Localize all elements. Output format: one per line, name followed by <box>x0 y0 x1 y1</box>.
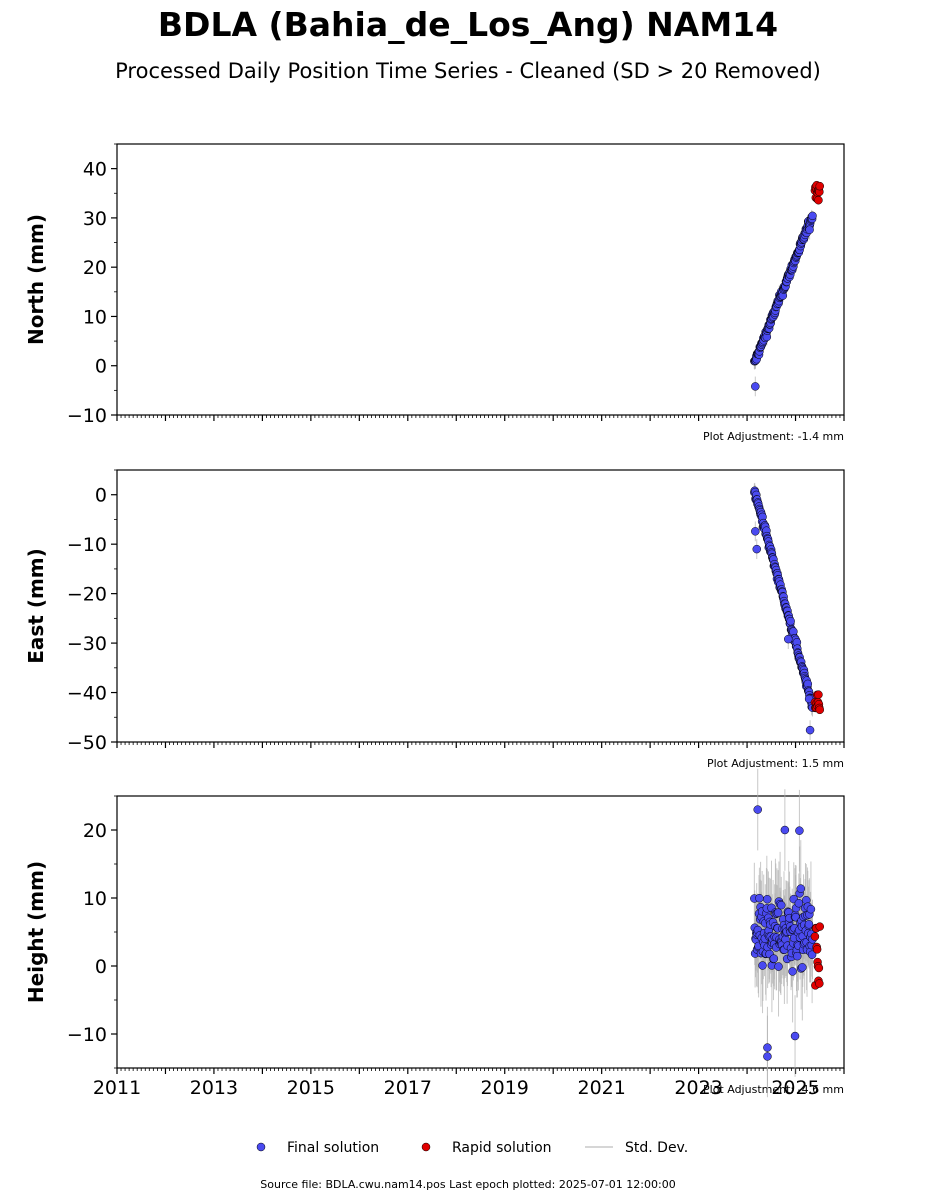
final-point <box>793 951 802 961</box>
y-tick-label: −40 <box>67 683 107 705</box>
legend-std-label: Std. Dev. <box>625 1140 688 1156</box>
x-tick-label: 2017 <box>384 1077 432 1099</box>
y-axis-label: East (mm) <box>24 548 48 664</box>
rapid-point <box>814 690 823 699</box>
y-tick-label: 0 <box>95 956 107 978</box>
final-point <box>763 1043 772 1052</box>
y-tick-label: −30 <box>67 633 107 655</box>
rapid-point <box>815 181 825 191</box>
final-point <box>751 527 760 536</box>
y-tick-label: 30 <box>83 208 107 230</box>
plot-frame <box>116 469 845 743</box>
legend-final-marker <box>256 1142 266 1152</box>
final-point <box>755 893 764 903</box>
final-point <box>794 898 804 908</box>
final-point <box>780 825 790 835</box>
final-point <box>790 1031 800 1041</box>
final-point <box>762 894 772 904</box>
rapid-point <box>810 932 820 941</box>
final-point <box>769 954 779 963</box>
rapid-point <box>814 963 824 973</box>
plot-adjustment: Plot Adjustment: -4.6 mm <box>703 1083 844 1096</box>
final-point <box>763 1052 772 1061</box>
rapid-point <box>812 945 822 954</box>
y-tick-label: −10 <box>67 405 107 427</box>
y-tick-label: 20 <box>83 257 107 279</box>
legend: Final solution Rapid solution Std. Dev. <box>256 1140 688 1156</box>
final-point <box>807 950 817 959</box>
plot-adjustment: Plot Adjustment: 1.5 mm <box>707 757 844 770</box>
final-point <box>808 211 817 221</box>
y-tick-label: 20 <box>83 820 107 842</box>
final-point <box>784 634 793 644</box>
final-solution-points <box>750 486 817 735</box>
rapid-point <box>814 195 823 205</box>
rapid-solution-points <box>810 690 825 715</box>
plot-frame <box>116 143 845 416</box>
legend-rapid-label: Rapid solution <box>452 1140 552 1156</box>
final-solution-points <box>750 805 817 1061</box>
final-point <box>752 544 762 554</box>
figure-title: BDLA (Bahia_de_Los_Ang) NAM14 <box>158 5 778 44</box>
rapid-point <box>815 705 825 715</box>
plot-frame <box>116 795 845 1069</box>
final-point <box>795 826 804 835</box>
x-tick-label: 2025 <box>771 1077 819 1099</box>
x-tick-label: 2023 <box>674 1077 722 1099</box>
x-tick-label: 2019 <box>481 1077 529 1099</box>
final-point <box>786 616 795 626</box>
rapid-solution-points <box>810 922 825 990</box>
final-point <box>773 908 783 917</box>
final-point <box>798 963 807 972</box>
y-tick-label: 10 <box>83 306 107 328</box>
final-solution-points <box>750 211 817 391</box>
final-point <box>777 900 786 910</box>
y-tick-label: −10 <box>67 1024 107 1046</box>
x-tick-label: 2013 <box>190 1077 238 1099</box>
rapid-point <box>815 922 825 931</box>
north-panel: 40 30 20 10 0 −10 North (mm) Plot Adjustment: -… <box>24 143 845 443</box>
plot-adjustment: Plot Adjustment: -1.4 mm <box>703 430 844 443</box>
legend-rapid-marker <box>421 1142 431 1152</box>
final-point <box>805 725 815 735</box>
final-point <box>796 884 806 893</box>
final-point <box>753 805 762 814</box>
height-panel: 2011 2013 2015 2017 2019 2021 2023 2025 20 10 0 −10… <box>24 768 845 1099</box>
rapid-point <box>815 979 824 988</box>
final-point <box>758 961 767 970</box>
final-point <box>788 967 797 976</box>
x-tick-label: 2015 <box>287 1077 335 1099</box>
legend-final-label: Final solution <box>287 1140 379 1156</box>
y-axis-label: Height (mm) <box>24 861 48 1003</box>
y-tick-label: 40 <box>83 159 107 181</box>
x-tick-label: 2011 <box>93 1077 141 1099</box>
y-tick-label: 0 <box>95 485 107 507</box>
figure-subtitle: Processed Daily Position Time Series - C… <box>115 59 821 83</box>
y-tick-label: −20 <box>67 584 107 606</box>
final-point <box>804 920 814 929</box>
east-panel: 0 −10 −20 −30 −40 −50 East (mm) Plot Adjustment… <box>24 469 845 770</box>
final-point <box>751 382 760 391</box>
y-axis-label: North (mm) <box>24 214 48 345</box>
final-point <box>774 962 783 971</box>
y-tick-label: −50 <box>67 732 107 754</box>
x-tick-label: 2021 <box>577 1077 625 1099</box>
final-point <box>805 225 814 234</box>
y-tick-label: −10 <box>67 534 107 556</box>
source-footer: Source file: BDLA.cwu.nam14.pos Last epo… <box>260 1178 675 1191</box>
rapid-solution-points <box>810 180 825 205</box>
y-tick-label: 0 <box>95 356 107 378</box>
y-tick-label: 10 <box>83 888 107 910</box>
final-point <box>806 904 816 914</box>
